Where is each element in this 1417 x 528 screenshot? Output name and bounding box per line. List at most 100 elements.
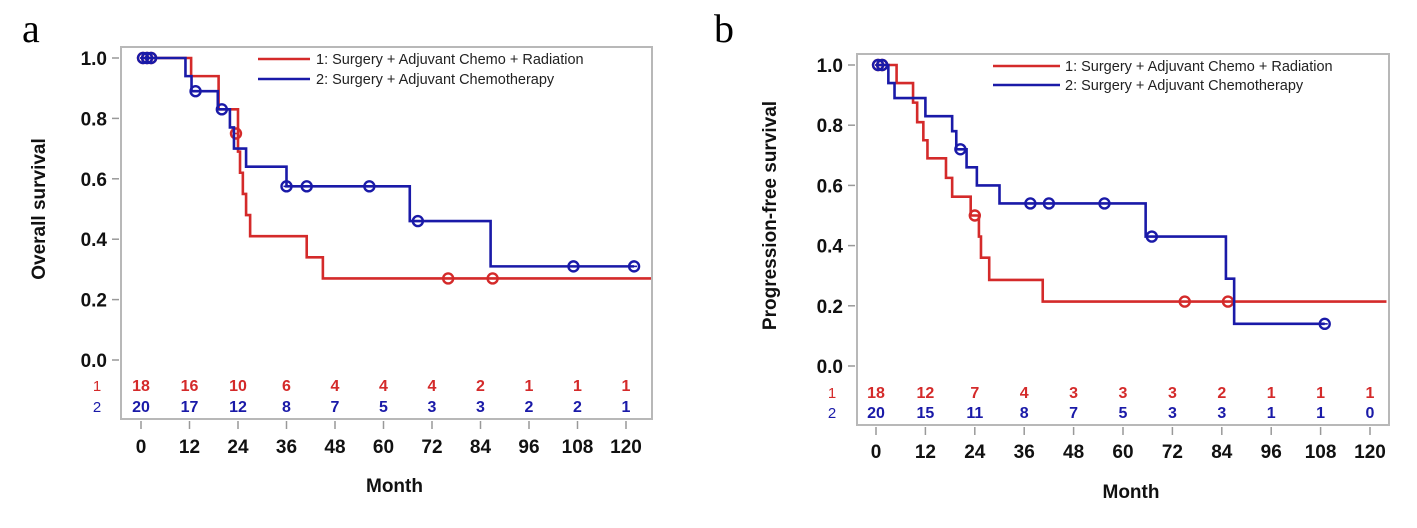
- at-risk-count: 4: [331, 378, 340, 395]
- plot-frame: [120, 46, 653, 420]
- at-risk-count: 7: [331, 399, 340, 416]
- x-tick-label: 84: [1211, 442, 1233, 463]
- series-group-2: [871, 58, 1331, 331]
- at-risk-count: 7: [970, 385, 979, 402]
- at-risk-count: 1: [1316, 405, 1325, 422]
- at-risk-count: 5: [379, 399, 388, 416]
- x-tick-label: 24: [964, 442, 986, 463]
- x-tick-label: 96: [518, 437, 539, 458]
- censor-mark: [1098, 197, 1111, 210]
- at-risk-group-label: 1: [828, 385, 836, 402]
- censor-mark: [968, 209, 981, 222]
- y-tick-label: 1.0: [81, 49, 107, 70]
- at-risk-count: 1: [573, 378, 582, 395]
- x-tick-label: 36: [276, 437, 297, 458]
- x-tick-label: 84: [470, 437, 492, 458]
- x-tick-label: 24: [227, 437, 249, 458]
- legend-label-1: 1: Surgery + Adjuvant Chemo + Radiation: [316, 52, 584, 68]
- at-risk-count: 2: [1217, 385, 1226, 402]
- x-tick-label: 72: [1162, 442, 1183, 463]
- at-risk-group-label: 2: [828, 405, 836, 422]
- at-risk-count: 1: [622, 399, 631, 416]
- legend-label-2: 2: Surgery + Adjuvant Chemotherapy: [1065, 78, 1304, 94]
- censor-mark: [363, 180, 376, 193]
- at-risk-count: 4: [379, 378, 388, 395]
- x-tick-label: 72: [421, 437, 442, 458]
- censor-mark: [411, 214, 425, 228]
- x-tick-label: 108: [562, 437, 594, 458]
- panel-b: b0.00.20.40.60.81.00 12 24 36 48 60 72 84 96 108 1…: [714, 6, 1390, 503]
- at-risk-count: 1: [622, 378, 631, 395]
- censor-mark: [567, 260, 580, 273]
- y-tick-label: 0.0: [81, 351, 107, 372]
- y-tick-label: 0.4: [81, 230, 108, 251]
- y-tick-label: 0.8: [817, 116, 843, 137]
- at-risk-count: 1: [525, 378, 534, 395]
- panel-letter: b: [714, 6, 734, 51]
- at-risk-count: 12: [917, 385, 935, 402]
- censor-mark: [300, 180, 313, 193]
- series-group-1: [871, 58, 1387, 308]
- y-tick-label: 0.6: [817, 176, 843, 197]
- at-risk-count: 8: [1020, 405, 1029, 422]
- at-risk-count: 1: [1316, 385, 1325, 402]
- at-risk-count: 16: [181, 378, 199, 395]
- censor-mark: [441, 272, 455, 285]
- at-risk-count: 20: [867, 405, 885, 422]
- at-risk-count: 5: [1119, 405, 1128, 422]
- x-tick-label: 108: [1305, 442, 1337, 463]
- at-risk-count: 4: [1020, 385, 1029, 402]
- censor-mark: [875, 58, 889, 72]
- x-tick-label: 36: [1014, 442, 1035, 463]
- x-tick-label: 0: [136, 437, 147, 458]
- x-tick-label: 12: [915, 442, 936, 463]
- at-risk-count: 8: [282, 399, 291, 416]
- x-tick-label: 60: [373, 437, 394, 458]
- y-tick-label: 0.0: [817, 357, 843, 378]
- censor-mark: [1178, 295, 1191, 308]
- at-risk-group-label: 2: [93, 399, 101, 416]
- x-tick-label: 60: [1112, 442, 1133, 463]
- y-tick-label: 0.2: [81, 291, 107, 312]
- at-risk-count: 1: [1267, 385, 1276, 402]
- at-risk-count: 20: [132, 399, 150, 416]
- km-curve-1: [876, 63, 1387, 303]
- at-risk-count: 3: [476, 399, 485, 416]
- censor-mark: [229, 127, 243, 140]
- censor-mark: [1318, 317, 1331, 331]
- at-risk-count: 1: [1366, 385, 1375, 402]
- censor-mark: [1024, 197, 1037, 210]
- at-risk-count: 12: [229, 399, 247, 416]
- at-risk-count: 10: [229, 378, 247, 395]
- x-axis-title: Month: [366, 476, 423, 497]
- censor-mark: [215, 103, 229, 116]
- censor-mark: [1042, 197, 1056, 210]
- legend-label-2: 2: Surgery + Adjuvant Chemotherapy: [316, 72, 555, 88]
- x-tick-label: 12: [179, 437, 200, 458]
- x-tick-label: 48: [324, 437, 345, 458]
- x-tick-label: 96: [1261, 442, 1282, 463]
- km-curve-2: [876, 63, 1325, 326]
- y-axis-title: Progression-free survival: [760, 101, 781, 330]
- legend-label-1: 1: Surgery + Adjuvant Chemo + Radiation: [1065, 59, 1333, 75]
- at-risk-group-label: 1: [93, 378, 101, 395]
- at-risk-count: 18: [867, 385, 885, 402]
- censor-mark: [1145, 230, 1159, 243]
- at-risk-count: 2: [525, 399, 534, 416]
- at-risk-count: 3: [428, 399, 437, 416]
- panel-a: a0.00.20.40.60.81.00 12 24 36 48 60 72 84 96 108 1…: [22, 6, 653, 497]
- at-risk-count: 0: [1366, 405, 1375, 422]
- y-tick-label: 0.6: [81, 170, 107, 191]
- y-tick-label: 0.2: [817, 297, 843, 318]
- y-axis-title: Overall survival: [29, 138, 50, 280]
- at-risk-count: 15: [917, 405, 935, 422]
- censor-mark: [627, 260, 641, 273]
- at-risk-count: 17: [181, 399, 199, 416]
- x-axis-title: Month: [1103, 482, 1160, 503]
- at-risk-count: 1: [1267, 405, 1276, 422]
- at-risk-count: 2: [573, 399, 582, 416]
- series-group-2: [136, 51, 641, 273]
- at-risk-count: 18: [132, 378, 150, 395]
- censor-mark: [280, 180, 293, 193]
